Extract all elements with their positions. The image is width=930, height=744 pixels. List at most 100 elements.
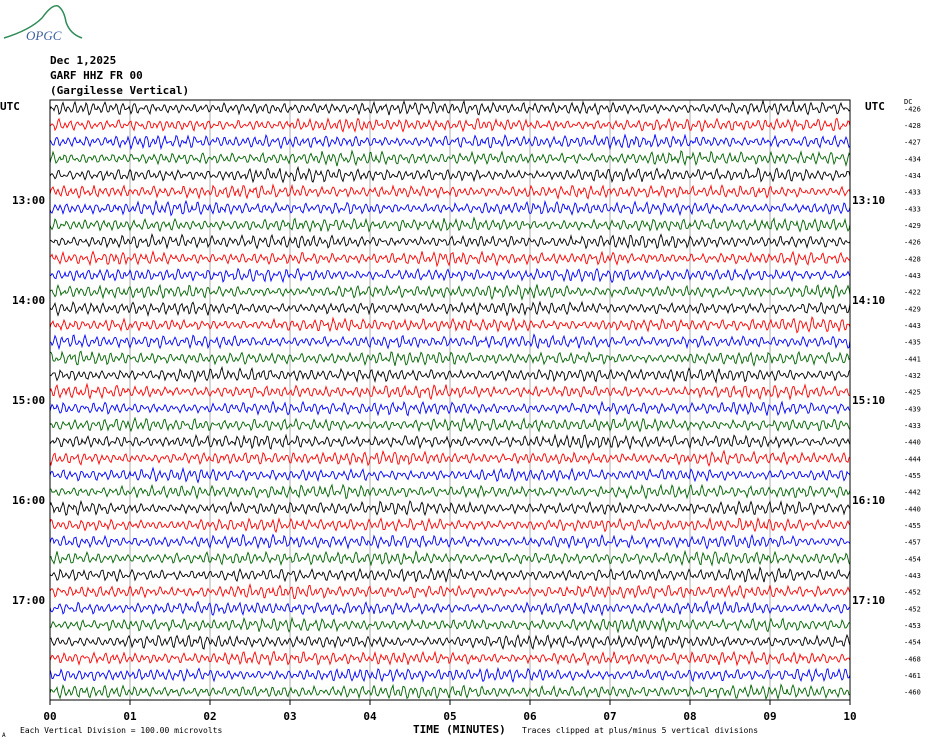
dc-offset-label: -427 (904, 139, 921, 147)
corner-mark: A (2, 732, 6, 739)
dc-offset-label: -440 (904, 505, 921, 513)
dc-offset-label: -461 (904, 672, 921, 680)
dc-offset-label: -434 (904, 172, 921, 180)
right-time-labels: 13:10 14:10 15:10 16:10 17:10 (852, 194, 885, 607)
trace-line (49, 466, 851, 484)
trace-line (49, 283, 851, 301)
dc-offset-label: -443 (904, 322, 921, 330)
dc-offset-label: -453 (904, 622, 921, 630)
trace-line (49, 666, 851, 684)
x-tick-label: 08 (683, 710, 696, 723)
scale-note: Each Vertical Division = 100.00 microvol… (20, 726, 222, 735)
dc-offset-label: -440 (904, 439, 921, 447)
x-axis-ticks: 00 01 02 03 04 05 06 07 08 09 10 (43, 700, 857, 723)
dc-offset-label: -455 (904, 472, 921, 480)
dc-offset-label: -426 (904, 239, 921, 247)
trace-line (49, 449, 851, 467)
left-time-label: 17:00 (12, 594, 45, 607)
trace-line (49, 633, 851, 650)
opgc-logo: OPGC (3, 5, 83, 43)
right-utc-label: UTC (865, 100, 885, 113)
right-time-label: 13:10 (852, 194, 885, 207)
trace-line (49, 533, 851, 550)
trace-line (49, 183, 851, 200)
x-tick-label: 10 (843, 710, 856, 723)
trace-line (49, 582, 851, 600)
trace-line (49, 400, 851, 417)
dc-offset-label: -433 (904, 422, 921, 430)
dc-offset-label: -429 (904, 222, 921, 230)
trace-line (49, 133, 851, 151)
dc-offset-label: -429 (904, 305, 921, 313)
x-tick-label: 07 (603, 710, 616, 723)
left-time-label: 13:00 (12, 194, 45, 207)
dc-offset-label: -426 (904, 105, 921, 113)
trace-line (49, 300, 851, 317)
dc-offset-label: -452 (904, 605, 921, 613)
header-location: (Gargilesse Vertical) (50, 84, 190, 97)
trace-line (49, 365, 851, 384)
dc-offset-label: -443 (904, 272, 921, 280)
x-tick-label: 09 (763, 710, 776, 723)
trace-line (49, 333, 851, 351)
header-date: Dec 1,2025 (50, 54, 117, 67)
trace-line (49, 117, 851, 133)
dc-offset-label: -428 (904, 255, 921, 263)
dc-offset-label: -435 (904, 339, 921, 347)
trace-line (49, 250, 851, 268)
header-station: GARF HHZ FR 00 (50, 69, 143, 82)
trace-line (49, 650, 851, 667)
x-axis-label: TIME (MINUTES) (413, 723, 506, 736)
dc-offset-label: -444 (904, 455, 921, 463)
trace-line (49, 600, 851, 617)
trace-line (49, 350, 851, 367)
x-tick-label: 05 (443, 710, 456, 723)
dc-offset-label: -422 (904, 289, 921, 297)
dc-offset-label: -457 (904, 539, 921, 547)
right-time-label: 16:10 (852, 494, 885, 507)
dc-offset-labels: -426 -428 -427 -434 -434 -433 -433 -429 -426 -428… (904, 105, 921, 696)
traces (49, 99, 851, 701)
dc-offset-label: -433 (904, 205, 921, 213)
trace-line (49, 216, 851, 233)
dc-offset-label: -425 (904, 389, 921, 397)
trace-line (49, 199, 851, 217)
trace-line (49, 516, 851, 534)
trace-line (49, 499, 851, 517)
trace-line (49, 382, 851, 401)
dc-offset-label: -468 (904, 655, 921, 663)
trace-line (49, 566, 851, 583)
x-tick-label: 04 (363, 710, 377, 723)
x-tick-label: 01 (123, 710, 137, 723)
dc-offset-label: -452 (904, 589, 921, 597)
left-time-labels: 13:00 14:00 15:00 16:00 17:00 (12, 194, 45, 607)
dc-offset-label: -442 (904, 489, 921, 497)
left-time-label: 14:00 (12, 294, 45, 307)
x-tick-label: 06 (523, 710, 537, 723)
dc-offset-label: -433 (904, 189, 921, 197)
trace-line (49, 315, 851, 334)
left-time-label: 16:00 (12, 494, 45, 507)
right-time-label: 17:10 (852, 594, 885, 607)
dc-offset-label: -432 (904, 372, 921, 380)
dc-offset-label: -454 (904, 555, 921, 563)
trace-line (49, 233, 851, 250)
x-tick-label: 02 (203, 710, 216, 723)
dc-offset-label: -441 (904, 355, 921, 363)
right-time-label: 14:10 (852, 294, 885, 307)
dc-offset-label: -443 (904, 572, 921, 580)
logo-text: OPGC (26, 28, 62, 43)
trace-line (49, 267, 851, 284)
dc-offset-label: -455 (904, 522, 921, 530)
dc-offset-label: -460 (904, 689, 921, 697)
trace-line (49, 149, 851, 168)
left-time-label: 15:00 (12, 394, 45, 407)
logo-mountain-icon (3, 5, 83, 39)
trace-line (49, 99, 851, 116)
trace-line (49, 433, 851, 451)
x-tick-label: 00 (43, 710, 56, 723)
dc-offset-label: -454 (904, 639, 921, 647)
trace-line (49, 683, 851, 701)
right-time-label: 15:10 (852, 394, 885, 407)
